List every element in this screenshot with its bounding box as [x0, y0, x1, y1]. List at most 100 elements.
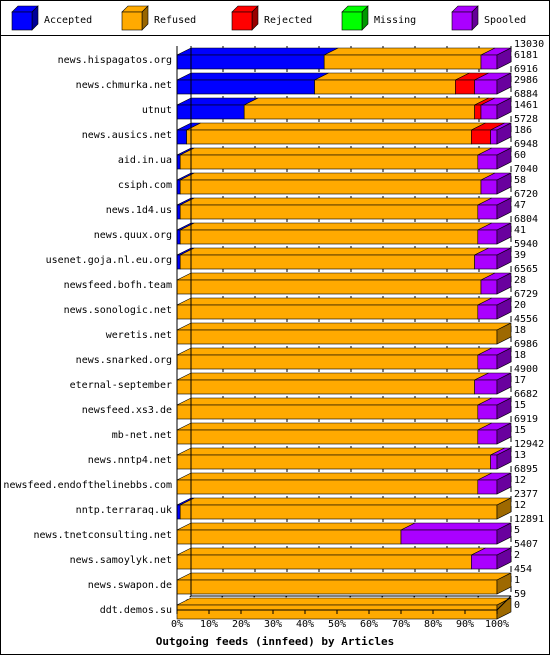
legend-label: Refused: [154, 15, 196, 26]
bar-segment-rejected: [474, 104, 482, 120]
bar-segment-top: [176, 72, 329, 81]
value-offered: 6919: [514, 414, 538, 425]
bar-segment-spooled: [477, 429, 498, 445]
bar-segment-spooled: [490, 129, 498, 145]
value-offered: 13030: [514, 39, 544, 50]
x-tick-label: 100%: [485, 619, 509, 630]
x-tick-label: 60%: [360, 619, 378, 630]
bar-segment-spooled: [400, 529, 498, 545]
bar-segment-side: [496, 497, 512, 520]
value-offered: 454: [514, 564, 532, 575]
row-label: csiph.com: [118, 180, 172, 191]
value-accepted: 60: [514, 150, 526, 161]
row-label: news.snarked.org: [76, 355, 172, 366]
bar-segment-top: [324, 47, 496, 56]
value-accepted: 39: [514, 250, 526, 261]
bar-segment-side: [496, 97, 512, 120]
value-accepted: 5: [514, 525, 520, 536]
value-offered: 6884: [514, 89, 538, 100]
bar-segment-refused: [176, 354, 479, 370]
bar-segment-spooled: [477, 354, 498, 370]
row-label: newsfeed.xs3.de: [82, 405, 172, 416]
row-label: utnut: [142, 105, 172, 116]
bar-segment-side: [496, 197, 512, 220]
bar-segment-top: [186, 122, 486, 131]
bar-segment-side: [496, 297, 512, 320]
row-label: ddt.demos.su: [100, 605, 172, 616]
bar-segment-top: [176, 322, 512, 331]
value-offered: 7040: [514, 164, 538, 175]
value-offered: 12891: [514, 514, 544, 525]
bar-segment-spooled: [477, 479, 498, 495]
legend-swatch: [121, 11, 143, 31]
bar-segment-refused: [314, 79, 456, 95]
bar-segment-refused: [179, 154, 479, 170]
bar-segment-refused: [179, 229, 479, 245]
x-axis-title: Outgoing feeds (innfeed) by Articles: [156, 635, 394, 648]
row-label: newsfeed.endofthelinebbs.com: [3, 480, 172, 491]
value-accepted: 1: [514, 575, 520, 586]
legend-label: Accepted: [44, 15, 92, 26]
value-accepted: 47: [514, 200, 526, 211]
legend: Accepted Refused Rejected Missing Spooled: [11, 5, 526, 31]
value-accepted: 12: [514, 500, 526, 511]
x-tick-label: 90%: [456, 619, 474, 630]
legend-label: Rejected: [264, 15, 312, 26]
value-accepted: 41: [514, 225, 526, 236]
bar-segment-top: [176, 547, 486, 556]
bar-segment-refused: [179, 179, 482, 195]
bar-segment-spooled: [477, 304, 498, 320]
bar-segment-spooled: [471, 554, 498, 570]
value-offered: 6986: [514, 339, 538, 350]
bar-segment-refused: [176, 529, 402, 545]
bar-segment-side: [496, 397, 512, 420]
value-accepted: 17: [514, 375, 526, 386]
bar-segment-accepted: [176, 54, 325, 70]
bar-segment-side: [496, 272, 512, 295]
row-label: news.quux.org: [94, 230, 172, 241]
row-label: news.hispagatos.org: [58, 55, 172, 66]
row-label: news.nntp4.net: [88, 455, 172, 466]
x-tick-label: 70%: [392, 619, 410, 630]
bar-segment-refused: [179, 204, 479, 220]
legend-item: Rejected: [231, 5, 312, 31]
bar-segment-refused: [186, 129, 472, 145]
x-tick-label: 80%: [424, 619, 442, 630]
bar-segment-spooled: [480, 279, 498, 295]
row-label: news.sonologic.net: [64, 305, 172, 316]
bar-segment-top: [180, 197, 492, 206]
value-offered: 6948: [514, 139, 538, 150]
bar-segment-top: [176, 397, 492, 406]
value-accepted: 2: [514, 550, 520, 561]
legend-label: Missing: [374, 15, 416, 26]
row-label: eternal-september: [70, 380, 172, 391]
row-label: news.chmurka.net: [76, 80, 172, 91]
bar-segment-top: [314, 72, 470, 81]
row-label: news.tnetconsulting.net: [34, 530, 172, 541]
legend-swatch: [451, 11, 473, 31]
bar-segment-top: [180, 247, 489, 256]
bar-segment-refused: [323, 54, 482, 70]
bar-segment-refused: [176, 329, 498, 345]
value-accepted: 15: [514, 425, 526, 436]
bar-segment-side: [496, 572, 512, 595]
row-label: newsfeed.bofh.team: [64, 280, 172, 291]
bar-segment-side: [496, 122, 512, 145]
x-tick-label: 0%: [171, 619, 183, 630]
value-offered: 5407: [514, 539, 538, 550]
bar-segment-side: [496, 372, 512, 395]
bar-segment-side: [496, 47, 512, 70]
legend-swatch: [231, 11, 253, 31]
value-offered: 6916: [514, 64, 538, 75]
bar-segment-top: [180, 497, 512, 506]
legend-swatch: [11, 11, 33, 31]
